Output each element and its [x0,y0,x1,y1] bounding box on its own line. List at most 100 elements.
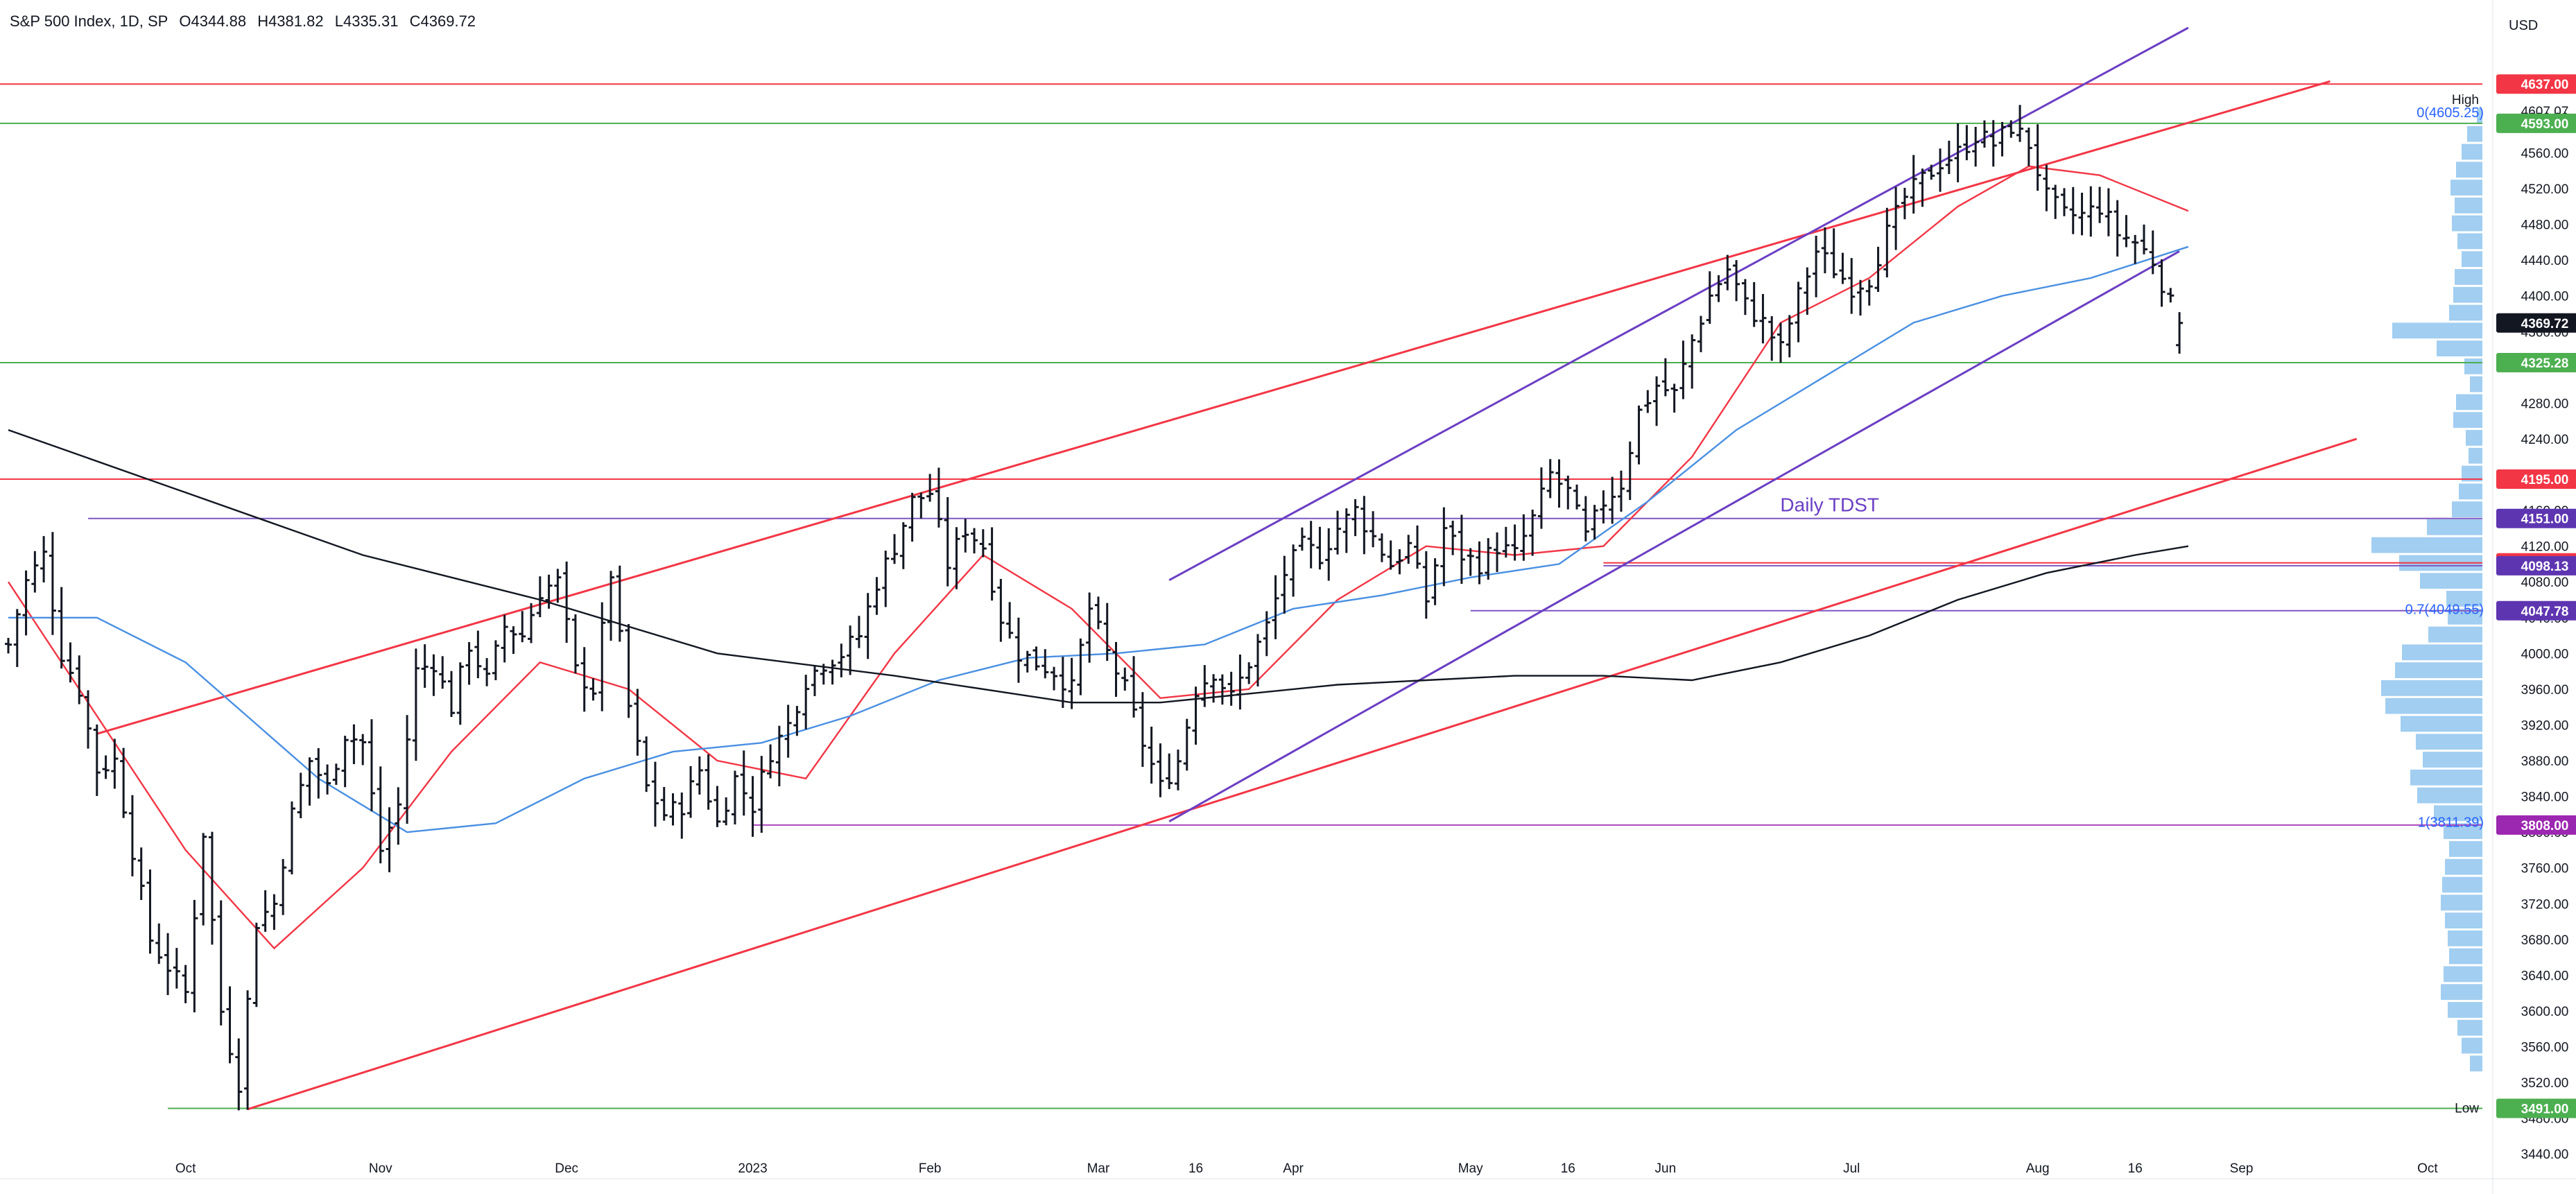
ohlc-bar [1591,505,1598,540]
ohlc-bar [811,665,818,696]
volume-profile-bar [2427,519,2482,535]
ohlc-high: H4381.82 [257,12,324,30]
ohlc-bar [926,474,934,502]
y-tick-label: 3520.00 [2521,1076,2569,1091]
ohlc-bar [412,648,420,761]
ohlc-bar [1795,282,1802,343]
ohlc-bar [1494,532,1501,572]
ohlc-bar [767,744,775,779]
y-tick-label: 4000.00 [2521,647,2569,661]
ohlc-bar [1476,541,1483,585]
volume-profile-bar [2445,912,2482,928]
ohlc-bar [1254,634,1261,686]
ohlc-bar [1485,538,1492,580]
ohlc-bar [146,869,154,954]
ohlc-bar [1644,390,1652,413]
ohlc-bar [1405,535,1412,564]
ohlc-bar [1351,499,1359,537]
ohlc-bar [58,587,65,669]
price-tag-label: 4047.78 [2521,605,2569,619]
y-tick-label: 4280.00 [2521,397,2569,411]
ohlc-bar [1786,315,1793,358]
ohlc-bar [182,964,189,1003]
ohlc-bar [2113,200,2121,257]
y-tick-label: 4400.00 [2521,290,2569,304]
chart-header: S&P 500 Index, 1D, SP O4344.88 H4381.82 … [10,12,483,31]
price-tag-label: 4151.00 [2521,512,2569,527]
ohlc-bar [1458,514,1465,584]
currency-label[interactable]: USD [2509,18,2539,33]
time-axis: Oct Nov Dec 2023 Feb Mar 16 Apr May 16 Jun Jul Aug 16… [0,1161,2576,1179]
volume-profile-bar [2453,412,2482,429]
price-tag: 4593.00 [2496,113,2576,133]
volume-profile [2371,108,2482,1072]
ohlc-bar [22,570,30,636]
ohlc-bar [2025,128,2032,166]
ohlc-bar [111,738,119,789]
price-tag-label: 4593.00 [2521,117,2569,132]
y-tick-label: 3720.00 [2521,897,2569,912]
ohlc-bar [31,551,39,593]
ohlc-bar [1467,548,1474,576]
y-tick-label: 4480.00 [2521,218,2569,233]
price-tag-bg [2496,313,2576,333]
ohlc-bar [1910,155,1917,214]
volume-profile-bar [2449,304,2482,321]
ohlc-bar [1502,526,1510,558]
ohlc-bar [2096,187,2104,223]
ohlc-bar [2140,224,2147,254]
ohlc-bar [687,765,695,818]
ohlc-bar [1937,148,1944,192]
ohlc-bar [1865,279,1873,306]
ohlc-bar [1715,275,1722,302]
ohlc-bar [1670,383,1678,413]
price-tag: 3491.00 [2496,1098,2576,1118]
volume-profile-bar [2462,1037,2482,1054]
volume-profile-bar [2437,340,2482,356]
ohlc-bar [651,761,659,827]
volume-profile-bar [2445,858,2482,875]
ohlc-bar [1945,140,1953,175]
ohlc-bar [1298,527,1306,551]
ohlc-bar [1511,524,1519,561]
price-tag-bg [2496,74,2576,94]
ohlc-low: L4335.31 [334,12,399,30]
ohlc-bar [944,496,951,587]
volume-profile-bar [2428,626,2482,643]
ohlc-bar [244,990,252,1110]
price-axis: 3440.003480.003520.003560.003600.003640.… [2492,0,2569,1194]
ohlc-bar [2069,187,2077,234]
trendline [1168,26,2189,581]
ohlc-bar [528,603,535,643]
high-label: High [2452,93,2479,107]
y-tick-label: 4240.00 [2521,433,2569,447]
x-tick-label: Aug [2026,1161,2050,1176]
ohlc-bar [456,662,464,725]
ohlc-bar [847,625,854,675]
y-tick-label: 3880.00 [2521,754,2569,769]
price-tag: 4369.72 [2496,313,2576,333]
ohlc-bar [306,757,313,806]
ohlc-bar [1919,168,1926,207]
ohlc-bar [1980,120,1988,148]
ohlc-bar [1387,540,1394,570]
volume-profile-bar [2452,215,2482,232]
ohlc-bar [1139,692,1146,768]
moving-average-line [8,429,2189,704]
ohlc-bar [1130,656,1138,718]
ohlc-bar [1688,334,1696,389]
volume-profile-bar [2385,698,2482,714]
ohlc-bar [474,630,482,679]
ohlc-bar [1617,470,1625,512]
volume-profile-bar [2477,108,2482,124]
ohlc-bar [137,847,145,900]
ohlc-bar [1112,641,1120,697]
y-tick-label: 4080.00 [2521,576,2569,590]
x-tick-label: Mar [1087,1161,1110,1176]
ohlc-bar [917,492,925,519]
price-tag-label: 4637.00 [2521,78,2569,92]
symbol-title[interactable]: S&P 500 Index, 1D, SP [10,12,168,30]
ohlc-bar [802,675,810,729]
ohlc-bar [2043,164,2050,211]
